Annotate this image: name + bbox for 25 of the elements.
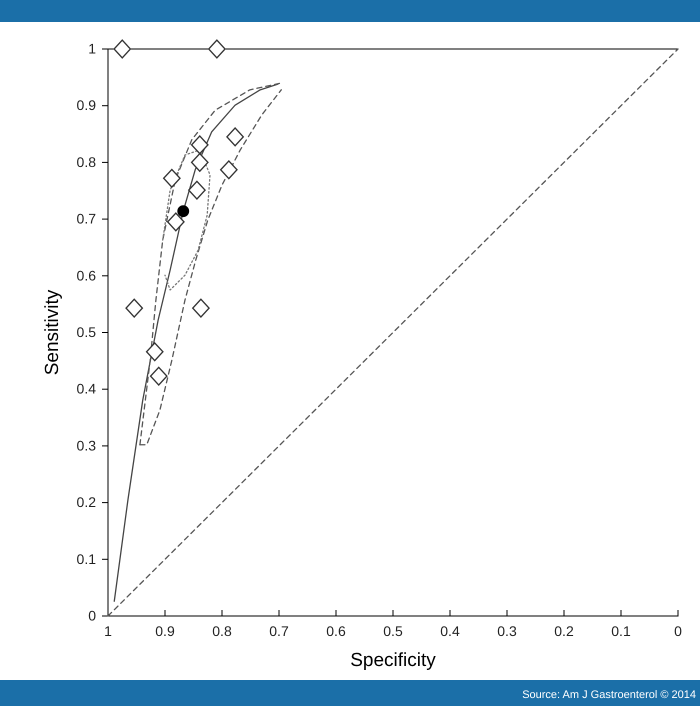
- x-axis-title: Specificity: [350, 650, 436, 671]
- x-tick-label: 0.3: [497, 622, 517, 639]
- x-tick-label: 0.2: [554, 622, 574, 639]
- y-tick-label: 0.9: [76, 97, 96, 114]
- y-tick-label: 0.7: [76, 210, 96, 227]
- y-tick-label: 0.4: [76, 380, 96, 397]
- x-tick-label: 0: [674, 622, 682, 639]
- y-tick-label: 0.5: [76, 324, 96, 340]
- x-tick-label: 1: [104, 622, 112, 639]
- x-tick-label: 0.9: [155, 622, 175, 639]
- y-tick-label: 0.8: [76, 154, 96, 170]
- x-tick-label: 0.8: [212, 622, 232, 639]
- y-tick-label: 1: [88, 40, 96, 56]
- x-tick-label: 0.6: [326, 622, 346, 639]
- x-tick-label: 0.1: [611, 622, 631, 639]
- x-tick-label: 0.4: [440, 622, 460, 639]
- y-tick-label: 0.3: [76, 437, 96, 454]
- y-tick-label: 0.6: [76, 267, 96, 284]
- source-note: Source: Am J Gastroenterol © 2014: [522, 689, 696, 701]
- x-tick-label: 0.7: [269, 622, 289, 639]
- y-tick-label: 0: [88, 607, 96, 624]
- y-tick-label: 0.2: [76, 494, 96, 510]
- y-tick-label: 0.1: [76, 550, 96, 567]
- y-axis-title: Sensitivity: [42, 289, 63, 376]
- x-tick-label: 0.5: [383, 622, 403, 639]
